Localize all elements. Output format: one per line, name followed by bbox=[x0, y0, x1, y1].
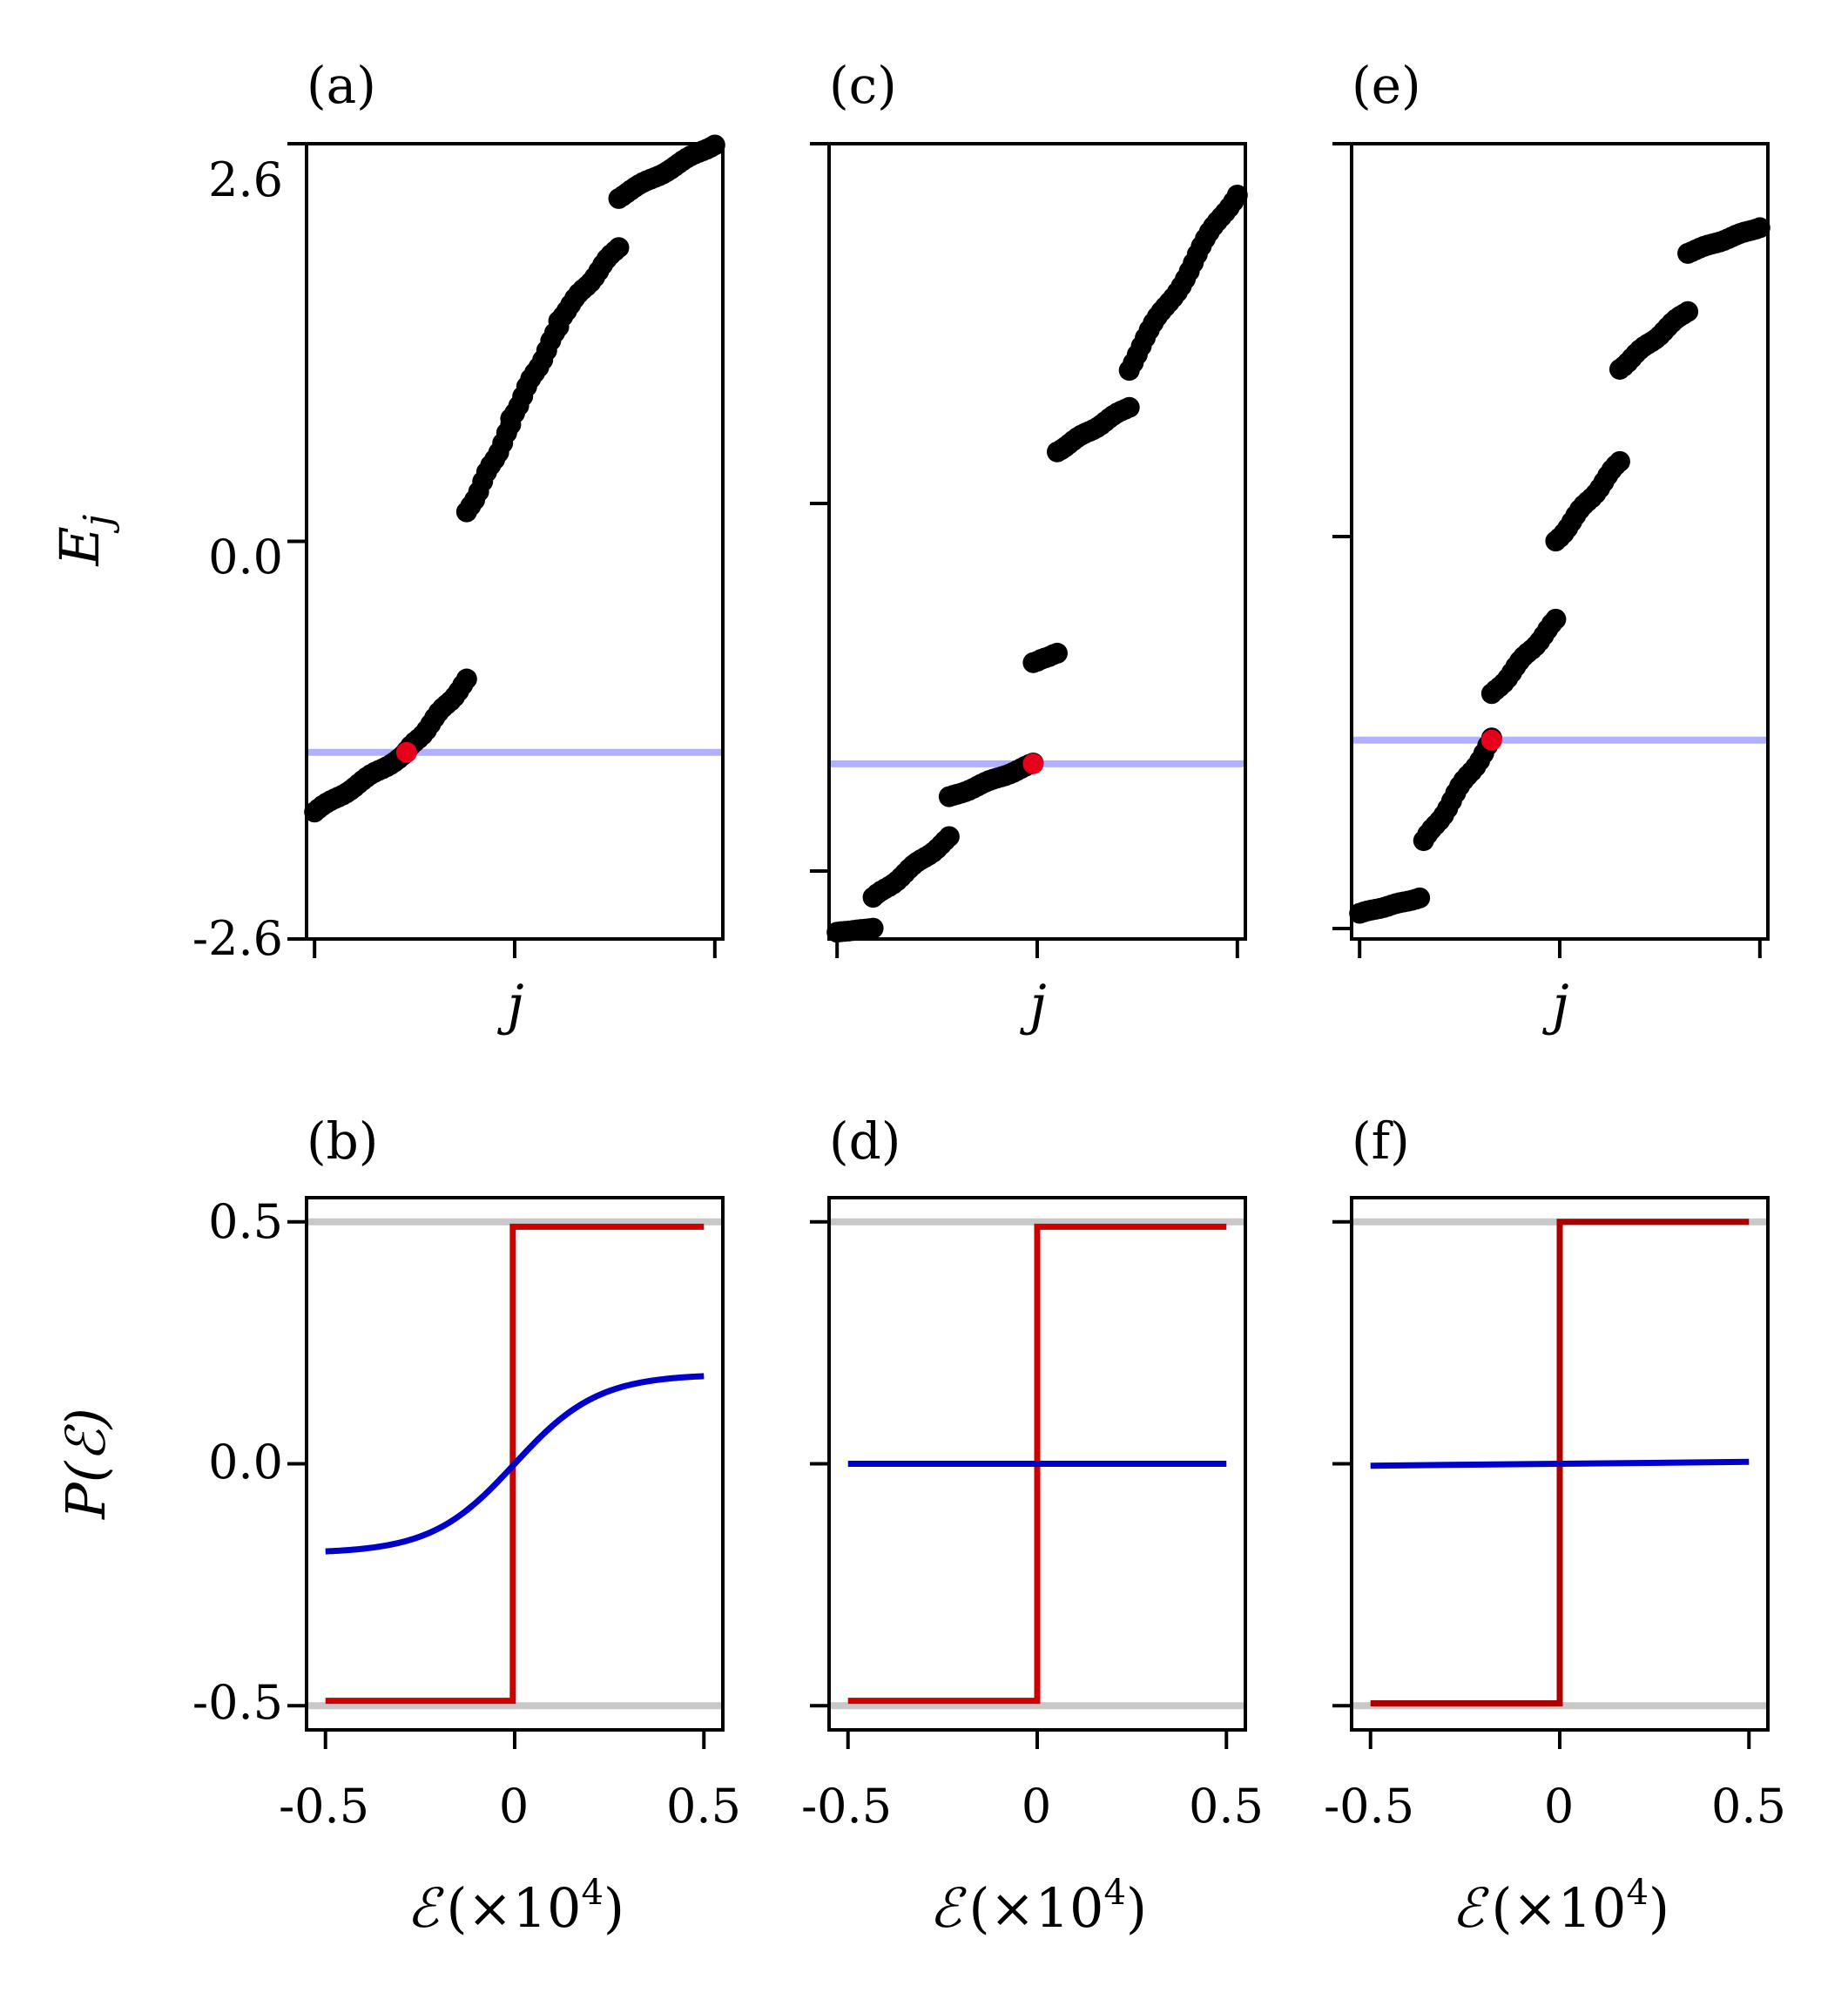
y-tick-label-a-top: 2.6 bbox=[208, 152, 283, 207]
x-tick-label-d-1: 0 bbox=[1022, 1779, 1051, 1834]
panel-c: (c) j bbox=[810, 56, 1248, 1037]
x-axis-label-c: j bbox=[1019, 973, 1046, 1037]
highlight-point-c bbox=[1022, 753, 1044, 774]
panel-label-c: (c) bbox=[829, 56, 897, 115]
x-axis-label-b: ℰ (×104) bbox=[407, 1873, 624, 1940]
y-tick-label-a-mid: 0.0 bbox=[208, 530, 283, 584]
series-line-f-1 bbox=[1370, 1458, 1750, 1469]
plot-area-a bbox=[287, 134, 725, 958]
data-point-e-50 bbox=[1545, 608, 1567, 630]
panel-label-e: (e) bbox=[1352, 56, 1421, 115]
y-tick-label-a-bot: -2.6 bbox=[192, 911, 283, 966]
axes-frame-a bbox=[305, 142, 725, 941]
highlight-point-a bbox=[395, 741, 417, 763]
panel-label-d: (d) bbox=[829, 1111, 900, 1171]
panel-label-f: (f) bbox=[1352, 1111, 1410, 1171]
panel-f: (f) -0.5 0 0.5 ℰ (×104) bbox=[1324, 1111, 1786, 1940]
panel-b: (b) 0.5 0.0 -0.5 P(ℰ) -0.5 0 0.5 ℰ (×104) bbox=[54, 1111, 741, 1940]
data-point-a-79 bbox=[608, 237, 630, 259]
y-axis-label-b: P(ℰ) bbox=[54, 1408, 118, 1520]
data-point-e-15 bbox=[1409, 887, 1431, 908]
x-tick-label-b-0: -0.5 bbox=[279, 1779, 369, 1834]
plot-area-e bbox=[1332, 142, 1770, 958]
panel-label-a: (a) bbox=[307, 56, 376, 115]
plot-area-f bbox=[1332, 1218, 1768, 1749]
data-point-c-105 bbox=[1226, 184, 1248, 206]
x-axis-label-f: ℰ (×104) bbox=[1452, 1873, 1669, 1940]
axes-frame-c bbox=[827, 142, 1247, 941]
x-axis-label-d: ℰ (×104) bbox=[929, 1873, 1147, 1940]
y-axis-label-a: Ej bbox=[48, 515, 120, 567]
data-point-c-9 bbox=[862, 917, 884, 939]
x-axis-label-e: j bbox=[1541, 973, 1568, 1037]
x-tick-label-f-0: -0.5 bbox=[1324, 1779, 1414, 1834]
plot-area-c bbox=[810, 142, 1248, 958]
x-tick-label-f-2: 0.5 bbox=[1711, 1779, 1786, 1834]
data-point-c-29 bbox=[938, 826, 960, 848]
panel-a: (a) 2.6 0.0 -2.6 Ej j bbox=[48, 56, 725, 1037]
axes-frame-d bbox=[827, 1196, 1247, 1732]
x-axis-label-a: j bbox=[496, 973, 523, 1037]
highlight-point-e bbox=[1480, 729, 1502, 751]
x-tick-label-d-2: 0.5 bbox=[1189, 1779, 1264, 1834]
y-tick-label-b-top: 0.5 bbox=[208, 1194, 283, 1249]
data-point-e-67 bbox=[1609, 450, 1630, 472]
x-tick-label-d-0: -0.5 bbox=[801, 1779, 892, 1834]
y-tick-label-b-bot: -0.5 bbox=[192, 1675, 283, 1730]
panel-label-b: (b) bbox=[307, 1111, 378, 1171]
data-point-e-85 bbox=[1677, 301, 1699, 322]
x-tick-label-b-1: 0 bbox=[499, 1779, 529, 1834]
axes-frame-e bbox=[1350, 142, 1770, 941]
series-line-b-1 bbox=[325, 1373, 705, 1555]
panel-e: (e) j bbox=[1332, 56, 1770, 1037]
data-point-e-104 bbox=[1749, 217, 1770, 239]
plot-area-d bbox=[810, 1218, 1245, 1749]
data-point-c-58 bbox=[1046, 642, 1068, 664]
axes-frame-b bbox=[305, 1196, 725, 1732]
data-point-c-77 bbox=[1118, 396, 1140, 418]
x-tick-label-f-1: 0 bbox=[1544, 1779, 1574, 1834]
axes-frame-f bbox=[1350, 1196, 1770, 1732]
panel-d: (d) -0.5 0 0.5 ℰ (×104) bbox=[801, 1111, 1264, 1940]
plot-area-b bbox=[287, 1218, 723, 1749]
y-tick-label-b-mid: 0.0 bbox=[208, 1435, 283, 1489]
data-point-a-38 bbox=[455, 668, 477, 690]
x-tick-label-b-2: 0.5 bbox=[666, 1779, 741, 1834]
